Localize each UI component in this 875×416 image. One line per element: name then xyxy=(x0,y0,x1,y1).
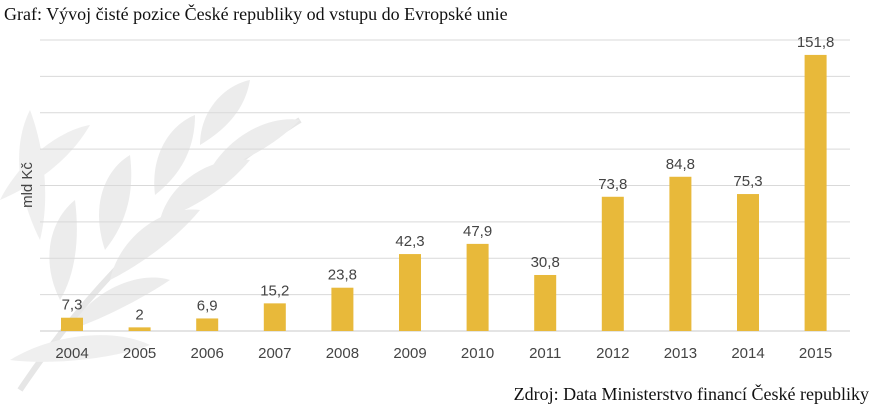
bar-2013 xyxy=(669,176,692,331)
source-note: Zdroj: Data Ministerstvo financí České r… xyxy=(513,384,869,404)
x-tick-2008: 2008 xyxy=(326,345,359,362)
data-label-2011: 30,8 xyxy=(531,254,560,271)
olive-branch-watermark xyxy=(0,80,302,392)
bar-2008 xyxy=(331,287,354,331)
x-tick-2011: 2011 xyxy=(529,345,561,362)
data-label-2008: 23,8 xyxy=(328,267,357,284)
data-label-2010: 47,9 xyxy=(463,223,492,240)
x-tick-2010: 2010 xyxy=(461,345,494,362)
chart-title: Graf: Vývoj čisté pozice České republiky… xyxy=(4,4,508,24)
data-label-2013: 84,8 xyxy=(666,156,695,173)
bar-2015 xyxy=(804,54,827,331)
bar-2009 xyxy=(399,254,421,331)
x-tick-2013: 2013 xyxy=(664,345,697,362)
bar-2006 xyxy=(196,318,219,331)
data-label-2009: 42,3 xyxy=(395,233,424,250)
bar-2007 xyxy=(263,303,286,331)
data-label-2014: 75,3 xyxy=(733,173,762,190)
bar-2004 xyxy=(61,317,83,331)
x-tick-2012: 2012 xyxy=(596,345,629,362)
data-labels-group: 7,3 2 6,9 15,2 23,8 42,3 47,9 30,8 73,8 84,8 75,3 1… xyxy=(62,34,835,323)
data-label-2004: 7,3 xyxy=(62,297,83,314)
bar-2010 xyxy=(466,243,489,331)
bar-2012 xyxy=(601,196,624,331)
x-tick-2006: 2006 xyxy=(191,345,224,362)
bar-2005 xyxy=(128,327,151,331)
data-label-2005: 2 xyxy=(135,306,143,323)
x-tick-2007: 2007 xyxy=(258,345,291,362)
x-tick-2015: 2015 xyxy=(799,345,832,362)
x-tick-2005: 2005 xyxy=(123,345,156,362)
y-axis-title: mld Kč xyxy=(19,162,36,208)
data-label-2015: 151,8 xyxy=(797,34,835,51)
grid-lines xyxy=(40,39,850,296)
data-label-2007: 15,2 xyxy=(260,282,289,299)
data-label-2012: 73,8 xyxy=(598,176,627,193)
x-tick-2004: 2004 xyxy=(55,345,88,362)
x-tick-labels: 2004 2005 2006 2007 2008 2009 2010 2011 2012 2013… xyxy=(55,345,832,362)
bar-2014 xyxy=(737,194,759,331)
x-tick-2009: 2009 xyxy=(393,345,426,362)
x-tick-2014: 2014 xyxy=(731,345,764,362)
data-label-2006: 6,9 xyxy=(197,297,218,314)
bars-group xyxy=(61,54,827,331)
bar-2011 xyxy=(534,274,557,331)
